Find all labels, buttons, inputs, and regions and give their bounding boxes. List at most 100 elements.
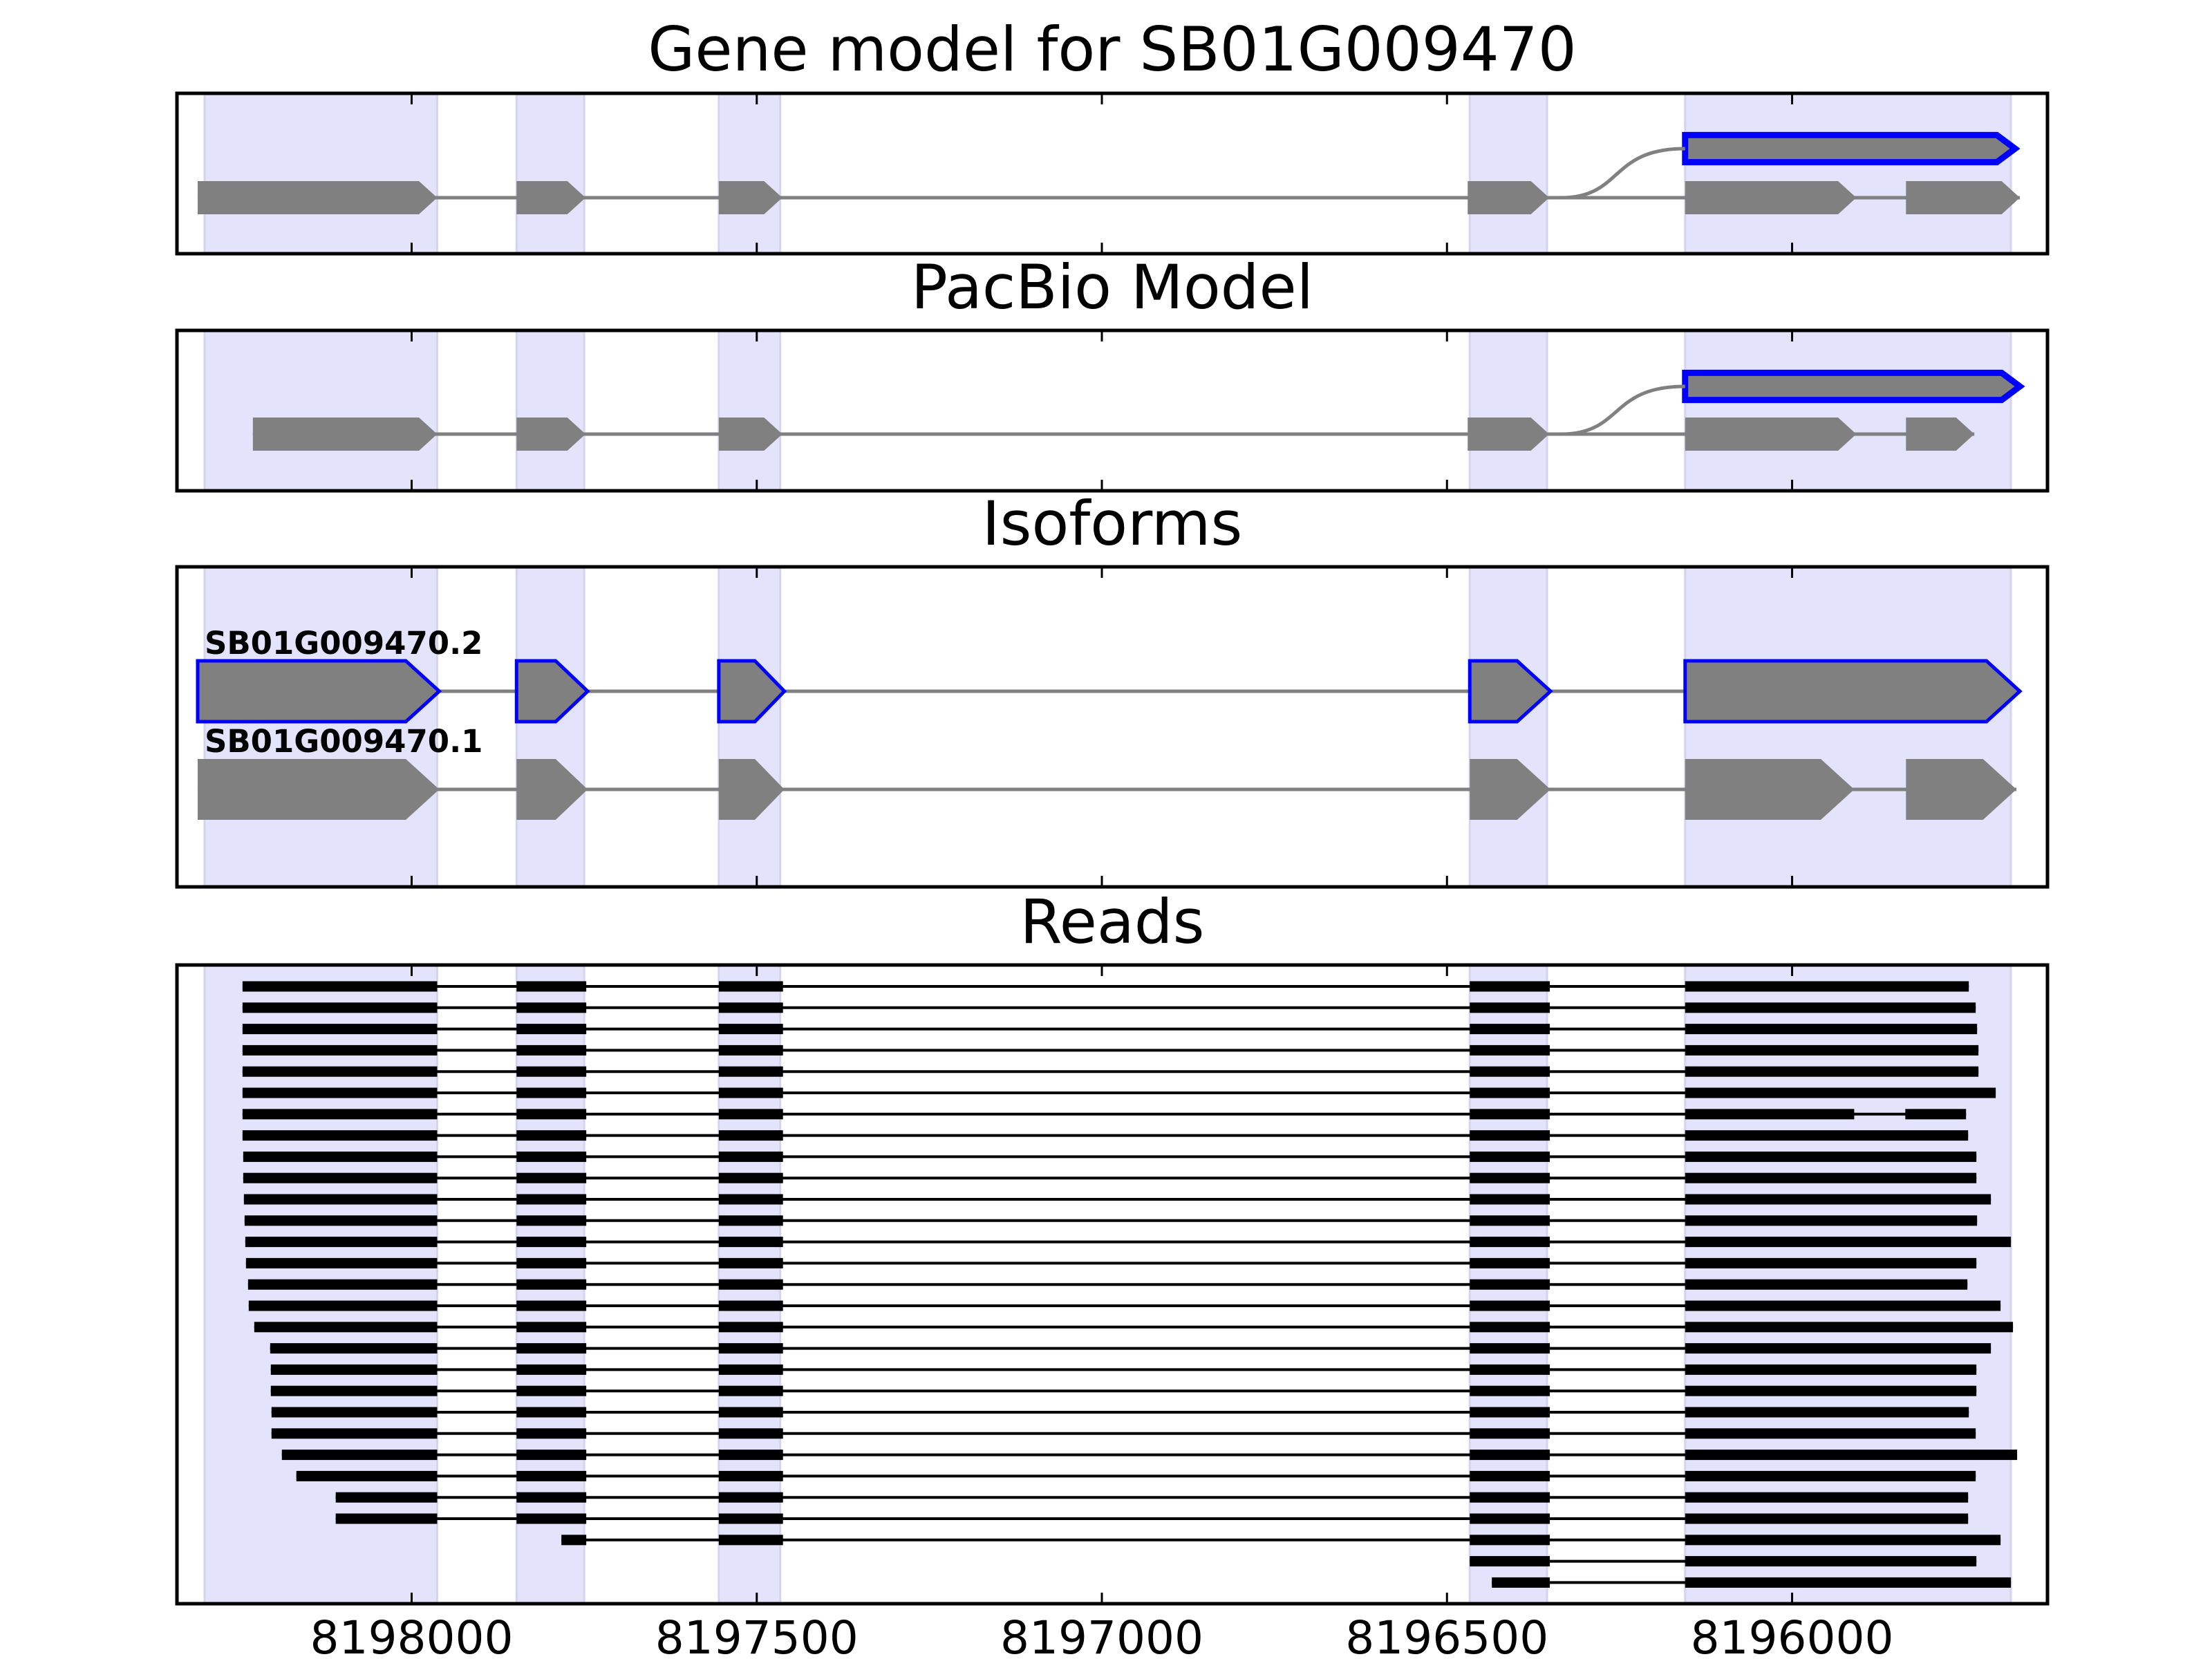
transcript-row: SB01G009470.2 <box>196 625 2023 724</box>
read-block <box>718 1194 783 1205</box>
exon-region-shade <box>203 92 438 255</box>
read-block <box>1685 1044 1979 1056</box>
read <box>296 1470 1976 1481</box>
read-block <box>1685 1385 1977 1396</box>
read <box>271 1407 1969 1418</box>
read-block <box>1492 1577 1550 1588</box>
read-block <box>1470 1322 1550 1333</box>
read-block <box>718 1044 783 1056</box>
read-block <box>242 1044 438 1056</box>
read-block <box>516 1151 587 1162</box>
read-block <box>516 1279 587 1290</box>
read-block <box>1685 1257 1977 1268</box>
transcript-row <box>1682 131 2021 166</box>
read <box>281 1450 2018 1461</box>
highlighted-exon <box>196 659 442 724</box>
read-block <box>1470 1024 1550 1035</box>
read <box>1470 1556 1977 1567</box>
read-block <box>516 1428 587 1439</box>
read-block <box>718 1492 783 1503</box>
panel-title: Isoforms <box>982 488 1243 559</box>
read <box>242 1002 1976 1013</box>
exon-region-shade <box>203 565 438 888</box>
read-block <box>243 1172 438 1183</box>
read-block <box>247 1279 438 1290</box>
read-block <box>516 1492 587 1503</box>
read <box>270 1364 1977 1375</box>
read <box>242 1066 1979 1077</box>
read-block <box>1685 1577 2012 1588</box>
read-block <box>516 1343 587 1354</box>
read-block <box>1470 1470 1550 1481</box>
branch-connector <box>1561 384 1685 436</box>
read-block <box>1685 1535 2001 1546</box>
x-tick-label: 8197500 <box>655 1611 859 1659</box>
read-block <box>1470 1215 1550 1226</box>
read-block <box>335 1513 438 1524</box>
exon-region-shade <box>1468 565 1548 888</box>
read-block <box>1685 1300 2001 1311</box>
read-block <box>243 1151 438 1162</box>
read-block <box>516 1364 587 1375</box>
read-block <box>718 1130 783 1141</box>
read-block <box>718 1215 783 1226</box>
read <box>242 1130 1969 1141</box>
read <box>242 1087 1996 1098</box>
isoform-label: SB01G009470.2 <box>205 625 483 662</box>
read-block <box>1470 1002 1550 1013</box>
read-block <box>1685 1024 1978 1035</box>
read-block <box>1685 1364 1977 1375</box>
exon-region-shade <box>515 329 585 492</box>
panel-0: Gene model for SB01G009470 <box>175 14 2050 256</box>
read <box>254 1322 2014 1333</box>
read-block <box>1685 1109 1855 1120</box>
exon <box>718 418 782 451</box>
read-block <box>1685 1215 1978 1226</box>
exon <box>1685 418 1857 451</box>
read-block <box>1685 1002 1976 1013</box>
read-block <box>718 1300 783 1311</box>
read-block <box>718 1066 783 1077</box>
exon <box>252 418 438 451</box>
read-block <box>1685 1492 1969 1503</box>
read-block <box>1685 1513 1969 1524</box>
read-block <box>1470 1087 1550 1098</box>
read-block <box>1470 1450 1550 1461</box>
read <box>245 1237 2012 1248</box>
read <box>270 1343 1991 1354</box>
exon-region-shade <box>718 565 782 888</box>
read-block <box>1470 1130 1550 1141</box>
read <box>242 1024 1978 1035</box>
read-block <box>1470 1044 1550 1056</box>
read-block <box>242 1130 438 1141</box>
exon-region-shade <box>1684 329 2012 492</box>
highlighted-exon <box>1682 369 2025 404</box>
read-block <box>1685 1130 1969 1141</box>
read-block <box>1470 1300 1550 1311</box>
read-block <box>718 1151 783 1162</box>
read-block <box>242 1024 438 1035</box>
highlighted-exon <box>514 659 590 724</box>
read <box>244 1215 1978 1226</box>
read <box>561 1535 2001 1546</box>
read <box>271 1428 1976 1439</box>
exon <box>1468 181 1550 214</box>
read-block <box>1470 981 1550 992</box>
read-block <box>516 1130 587 1141</box>
read-block <box>718 1535 783 1546</box>
read-block <box>718 1322 783 1333</box>
branch-connector <box>1561 147 1685 200</box>
panel-frame <box>175 328 2050 493</box>
read-block <box>1470 1492 1550 1503</box>
read-block <box>718 1385 783 1396</box>
read-block <box>718 1257 783 1268</box>
read-block <box>1685 1556 1977 1567</box>
exon-region-shade <box>718 329 782 492</box>
read-block <box>1470 1407 1550 1418</box>
read-block <box>718 1109 783 1120</box>
exon <box>197 181 438 214</box>
exon-region-shade <box>515 92 585 255</box>
x-tick-label: 8198000 <box>310 1611 514 1659</box>
